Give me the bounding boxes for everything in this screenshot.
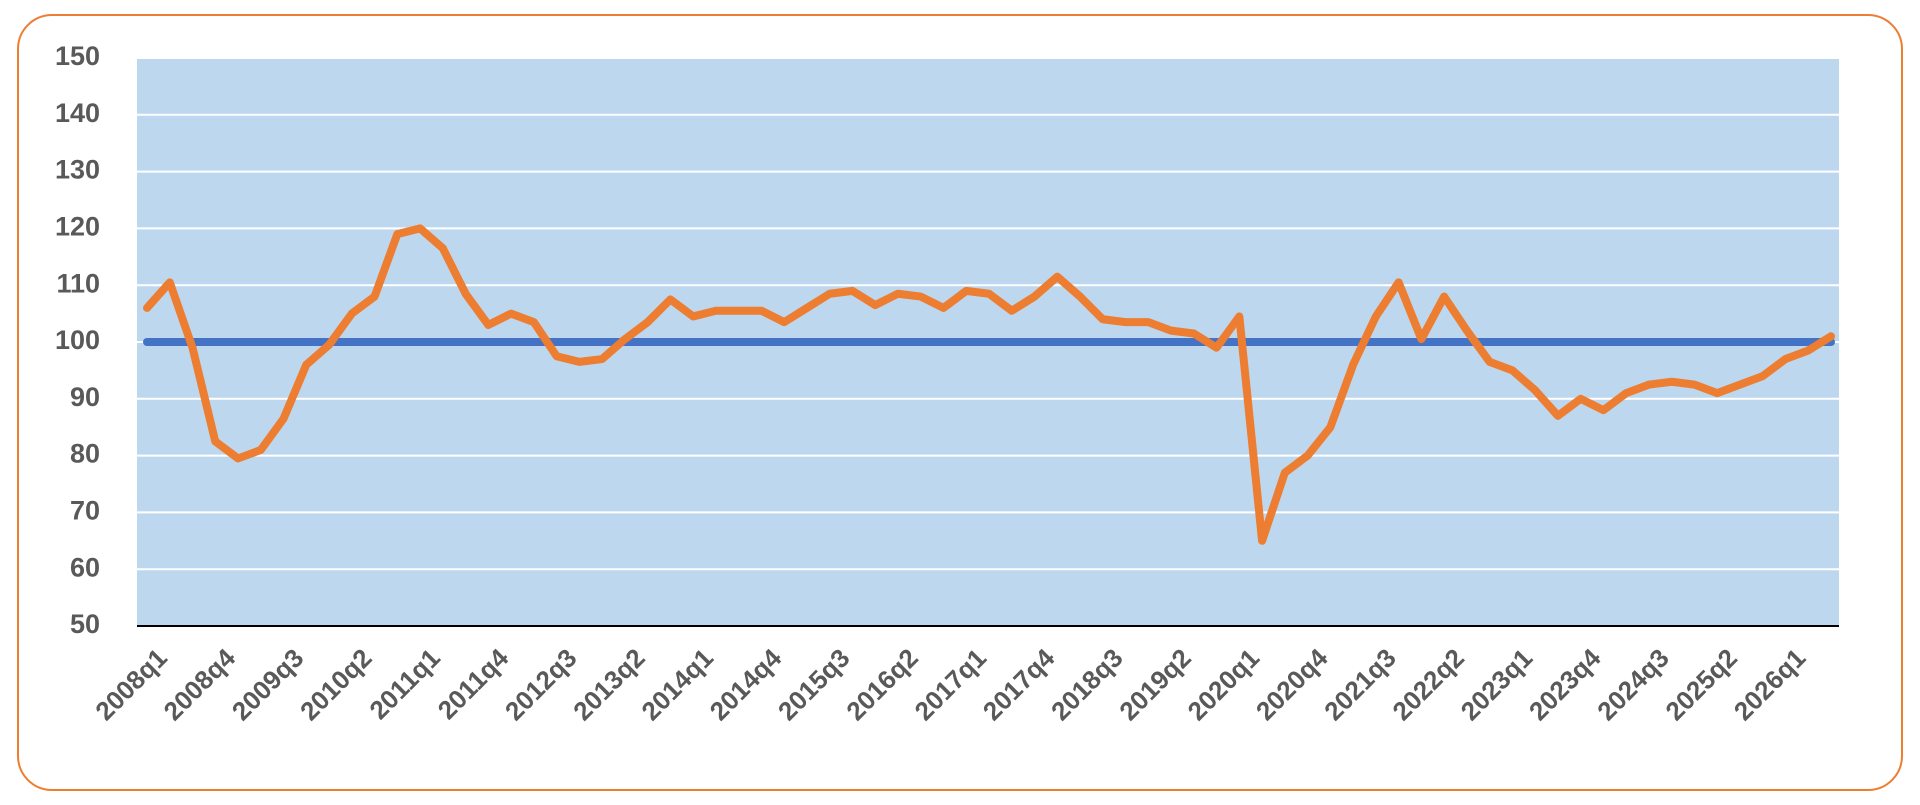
- y-tick-label: 50: [70, 609, 100, 639]
- y-tick-label: 150: [55, 41, 100, 71]
- data-line: [143, 224, 1835, 545]
- y-tick-label: 140: [55, 98, 100, 128]
- y-tick-label: 90: [70, 382, 100, 412]
- y-tick-label: 120: [55, 212, 100, 242]
- y-tick-label: 60: [70, 552, 100, 582]
- y-tick-label: 100: [55, 325, 100, 355]
- y-tick-label: 130: [55, 155, 100, 185]
- y-tick-label: 80: [70, 439, 100, 469]
- y-tick-label: 70: [70, 496, 100, 526]
- y-tick-label: 110: [56, 268, 100, 298]
